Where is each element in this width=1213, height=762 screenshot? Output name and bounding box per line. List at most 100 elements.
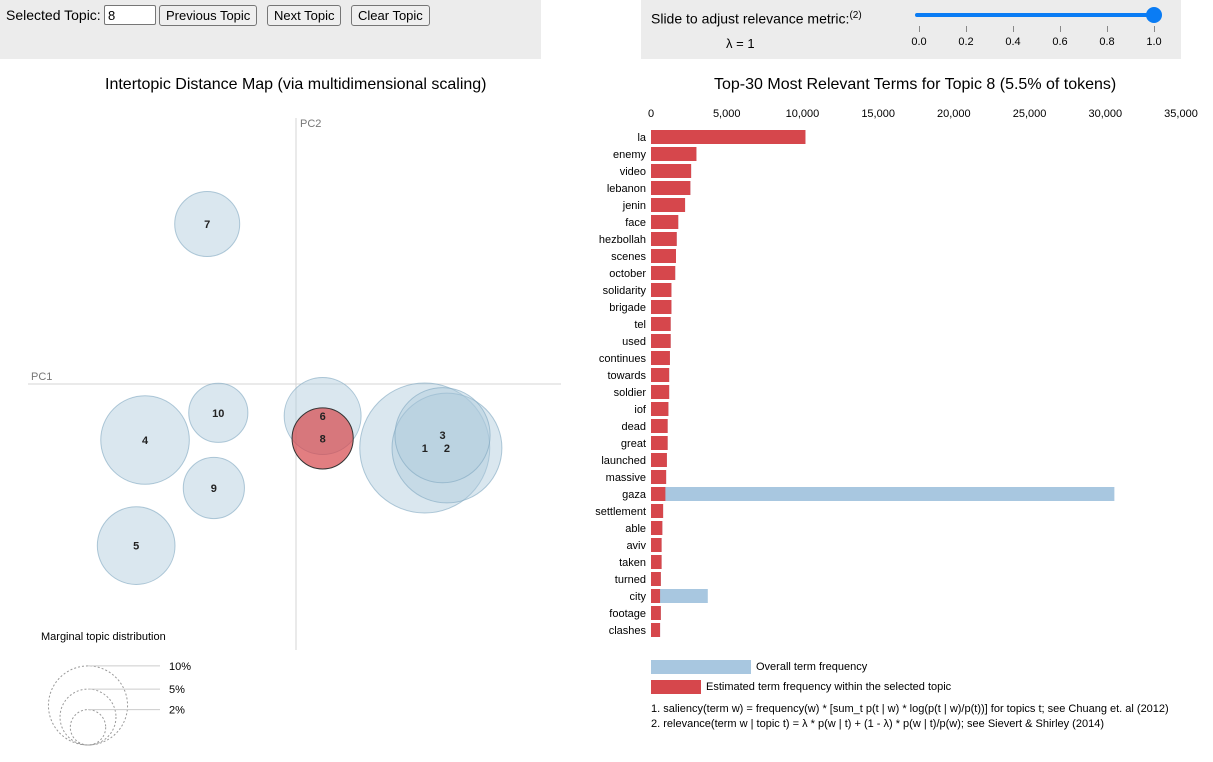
term-label: iof xyxy=(634,404,647,416)
selected-topic-input[interactable] xyxy=(104,5,156,25)
terms-chart-title: Top-30 Most Relevant Terms for Topic 8 (… xyxy=(714,76,1117,93)
topic-label-1: 1 xyxy=(422,443,428,455)
x-tick-label: 15,000 xyxy=(861,108,895,120)
slider-tick-label: 0.8 xyxy=(1099,36,1115,48)
term-label: turned xyxy=(615,574,646,586)
relevance-slider-thumb[interactable] xyxy=(1146,7,1162,23)
estimated-bar xyxy=(651,147,697,161)
slider-tick xyxy=(1060,26,1061,32)
estimated-bar xyxy=(651,334,671,348)
next-topic-button[interactable]: Next Topic xyxy=(267,5,342,26)
term-label: gaza xyxy=(622,489,647,501)
marginal-legend-title: Marginal topic distribution xyxy=(41,631,166,643)
topic-label-7: 7 xyxy=(204,219,210,231)
estimated-bar xyxy=(651,487,666,501)
overall-bar xyxy=(651,487,1115,501)
estimated-bar xyxy=(651,504,664,518)
estimated-bar xyxy=(651,249,676,263)
selected-topic-label: Selected Topic: xyxy=(6,7,101,23)
term-label: settlement xyxy=(595,506,646,518)
term-label: scenes xyxy=(611,251,646,263)
slider-tick xyxy=(919,26,920,32)
term-label: used xyxy=(622,336,646,348)
estimated-bar xyxy=(651,555,662,569)
topic-circle-8 xyxy=(291,407,354,470)
term-label: footage xyxy=(609,608,646,620)
slider-label-text: Slide to adjust relevance metric: xyxy=(651,10,850,27)
x-tick-label: 25,000 xyxy=(1013,108,1047,120)
x-tick-label: 30,000 xyxy=(1088,108,1122,120)
topic-label-9: 9 xyxy=(211,483,217,495)
topic-circle-2 xyxy=(391,392,503,504)
slider-tick xyxy=(1154,26,1155,32)
slider-tick-label: 0.4 xyxy=(1005,36,1021,48)
topic-circle-4 xyxy=(100,395,190,485)
estimated-bar xyxy=(651,606,661,620)
topic-label-8: 8 xyxy=(320,433,326,445)
term-label: taken xyxy=(619,557,646,569)
topic-circle-3 xyxy=(394,387,491,484)
topic-circle-7 xyxy=(174,191,241,257)
legend-label: 10% xyxy=(169,661,191,673)
intertopic-map-title: Intertopic Distance Map (via multidimens… xyxy=(105,76,487,93)
term-label: october xyxy=(609,268,646,280)
term-label: tel xyxy=(634,319,646,331)
slider-tick-label: 0.6 xyxy=(1052,36,1068,48)
term-label: continues xyxy=(599,353,647,365)
term-label: face xyxy=(625,217,646,229)
term-label: towards xyxy=(607,370,646,382)
x-tick-label: 35,000 xyxy=(1164,108,1198,120)
term-label: aviv xyxy=(626,540,646,552)
legend-circle xyxy=(59,688,117,746)
footnote: 1. saliency(term w) = frequency(w) * [su… xyxy=(651,703,1169,715)
legend-overall-label: Overall term frequency xyxy=(756,661,868,673)
relevance-slider-track[interactable] xyxy=(915,13,1154,17)
legend-overall-swatch xyxy=(651,660,751,674)
estimated-bar xyxy=(651,130,806,144)
legend-estimated-swatch xyxy=(651,680,701,694)
term-label: hezbollah xyxy=(599,234,646,246)
clear-topic-button[interactable]: Clear Topic xyxy=(351,5,430,26)
slider-tick xyxy=(1013,26,1014,32)
overall-bar xyxy=(651,589,708,603)
estimated-bar xyxy=(651,300,672,314)
x-tick-label: 5,000 xyxy=(713,108,741,120)
estimated-bar xyxy=(651,283,672,297)
previous-topic-button[interactable]: Previous Topic xyxy=(159,5,258,26)
term-label: brigade xyxy=(609,302,646,314)
pc1-label: PC1 xyxy=(31,371,52,383)
estimated-bar xyxy=(651,385,670,399)
footnote: 2. relevance(term w | topic t) = λ * p(w… xyxy=(651,718,1104,730)
estimated-bar xyxy=(651,164,692,178)
estimated-bar xyxy=(651,198,686,212)
legend-circle xyxy=(47,665,129,746)
term-label: jenin xyxy=(622,200,646,212)
estimated-bar xyxy=(651,453,667,467)
estimated-bar xyxy=(651,215,679,229)
topic-label-6: 6 xyxy=(320,411,326,423)
lambda-value: λ = 1 xyxy=(726,36,755,51)
legend-label: 2% xyxy=(169,705,185,717)
estimated-bar xyxy=(651,436,668,450)
estimated-bar xyxy=(651,470,667,484)
topic-circle-10 xyxy=(188,382,249,443)
term-label: clashes xyxy=(609,625,647,637)
term-label: great xyxy=(621,438,646,450)
topic-label-4: 4 xyxy=(142,435,149,447)
term-label: video xyxy=(620,166,646,178)
term-label: launched xyxy=(601,455,646,467)
topic-label-3: 3 xyxy=(439,430,445,442)
estimated-bar xyxy=(651,521,663,535)
slider-tick-label: 0.2 xyxy=(958,36,974,48)
slider-tick xyxy=(966,26,967,32)
topic-label-2: 2 xyxy=(444,443,450,455)
x-tick-label: 20,000 xyxy=(937,108,971,120)
term-label: lebanon xyxy=(607,183,646,195)
term-label: massive xyxy=(606,472,646,484)
topic-circle-5 xyxy=(96,506,176,585)
term-label: solidarity xyxy=(603,285,647,297)
slider-tick-label: 1.0 xyxy=(1146,36,1162,48)
slider-control-panel xyxy=(641,0,1181,59)
estimated-bar xyxy=(651,181,691,195)
